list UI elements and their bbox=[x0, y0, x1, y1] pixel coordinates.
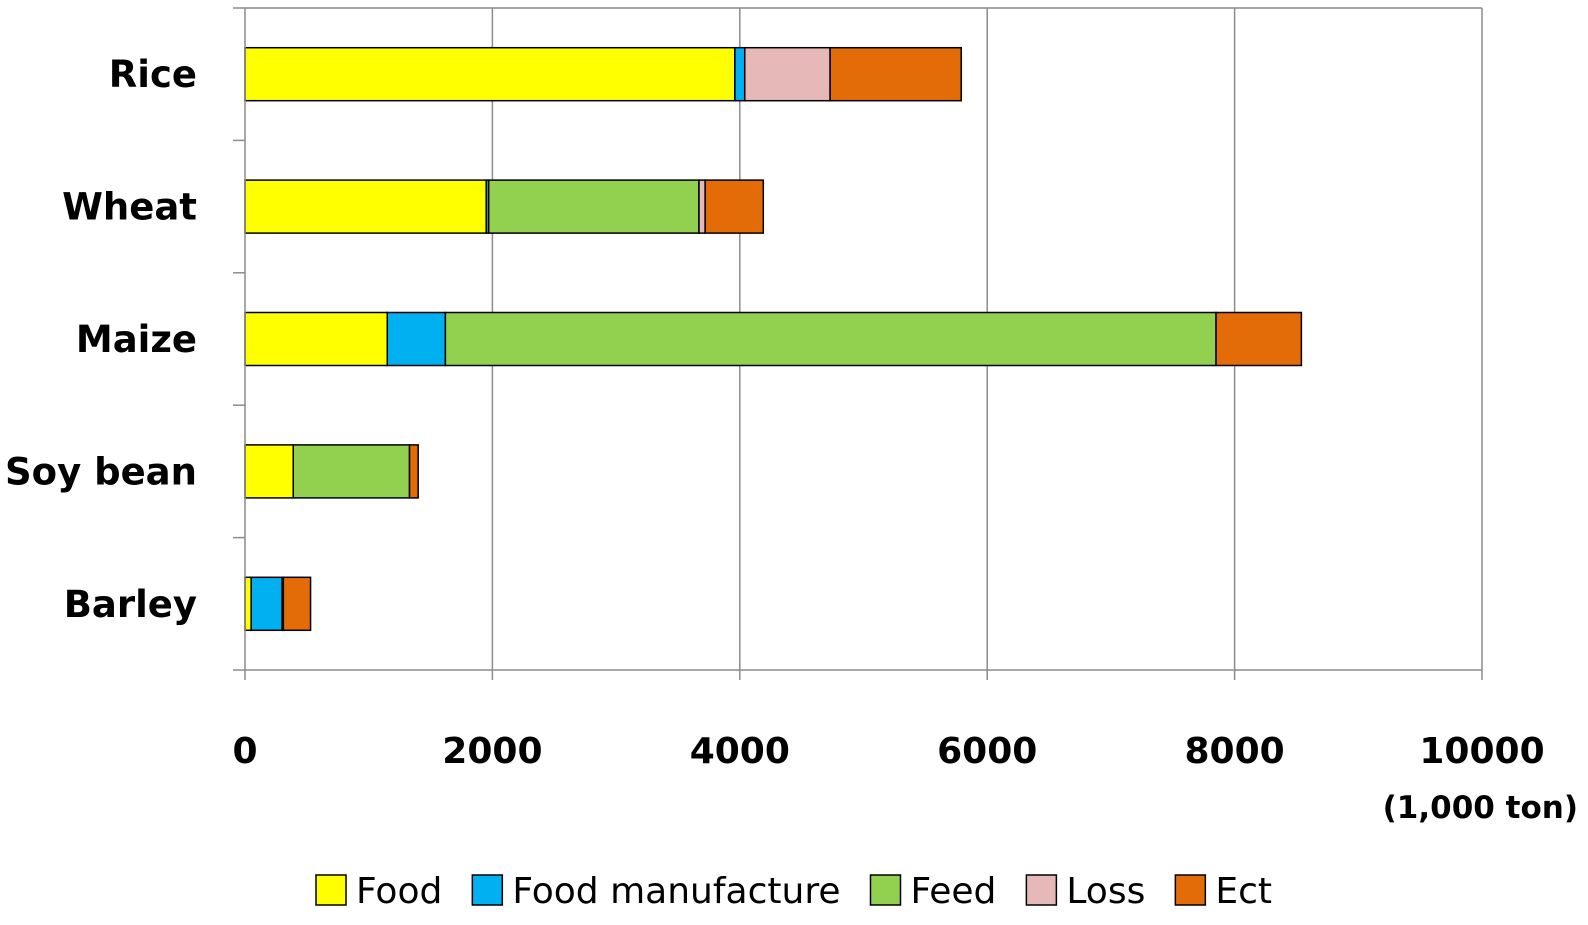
bar-wheat-food bbox=[244, 179, 487, 234]
axes bbox=[233, 7, 1483, 680]
legend-label-loss: Loss bbox=[1066, 871, 1145, 912]
x-tick-label-8000: 8000 bbox=[1184, 731, 1284, 772]
bar-rice-food bbox=[244, 46, 736, 102]
bar-barley-food-manufacture bbox=[250, 576, 283, 632]
bar-maize-ect bbox=[1215, 311, 1303, 367]
category-label-soy-bean: Soy bean bbox=[5, 450, 197, 493]
category-label-rice: Rice bbox=[109, 53, 197, 96]
category-label-barley: Barley bbox=[64, 583, 197, 626]
legend-swatch-ect bbox=[1174, 874, 1207, 906]
legend-swatch-food-manufacture bbox=[471, 874, 504, 906]
legend-swatch-feed bbox=[869, 874, 902, 906]
bar-wheat-ect bbox=[704, 179, 765, 234]
bar-soy-bean-food bbox=[244, 444, 294, 499]
bar-maize-food bbox=[244, 311, 389, 367]
category-labels: Rice Wheat Maize Soy bean Barley bbox=[5, 53, 197, 626]
x-tick-labels: 0 2000 4000 6000 8000 10000 bbox=[232, 731, 1544, 772]
category-label-maize: Maize bbox=[76, 318, 197, 361]
bar-wheat-loss bbox=[698, 179, 706, 234]
bar-barley-food bbox=[244, 576, 252, 632]
legend-swatch-loss bbox=[1025, 874, 1058, 906]
x-axis-unit-label: (1,000 ton) bbox=[1383, 790, 1578, 826]
legend-label-feed: Feed bbox=[910, 871, 996, 912]
legend: Food Food manufacture Feed Loss Ect bbox=[315, 871, 1272, 912]
legend-label-ect: Ect bbox=[1215, 871, 1272, 912]
legend-label-food-manufacture: Food manufacture bbox=[512, 871, 840, 912]
bar-maize-feed bbox=[444, 311, 1217, 367]
x-tick-label-6000: 6000 bbox=[937, 731, 1037, 772]
bar-wheat-feed bbox=[487, 179, 700, 234]
bar-soy-bean-feed bbox=[292, 444, 411, 499]
x-tick-label-10000: 10000 bbox=[1419, 731, 1544, 772]
category-label-wheat: Wheat bbox=[62, 186, 197, 229]
bar-barley-ect bbox=[282, 576, 312, 632]
bars bbox=[244, 46, 1303, 632]
bar-rice-loss bbox=[743, 46, 831, 102]
bar-rice-ect bbox=[829, 46, 962, 102]
legend-swatch-food bbox=[315, 874, 347, 906]
bar-maize-food-manufacture bbox=[386, 311, 447, 367]
x-tick-label-0: 0 bbox=[232, 731, 257, 772]
bar-rice-food-manufacture bbox=[734, 46, 746, 102]
x-tick-label-4000: 4000 bbox=[690, 731, 790, 772]
bar-soy-bean-ect bbox=[408, 444, 419, 499]
x-tick-label-2000: 2000 bbox=[442, 731, 542, 772]
legend-label-food: Food bbox=[356, 871, 442, 912]
